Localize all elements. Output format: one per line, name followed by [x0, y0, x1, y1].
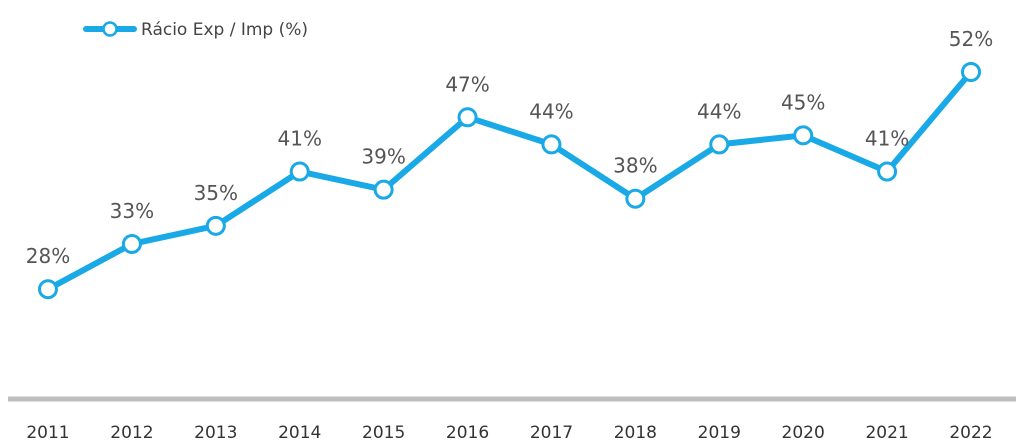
x-tick-label-2015: 2015	[362, 423, 405, 443]
x-tick-label-2012: 2012	[110, 423, 153, 443]
data-label-2012: 33%	[110, 199, 154, 223]
data-point-2017	[541, 134, 562, 155]
data-label-2014: 41%	[278, 127, 322, 151]
x-axis-ticks: 2011 2012 2013 2014 2015 2016 2017 2018 2019 2020…	[26, 423, 992, 443]
legend: Rácio Exp / Imp (%)	[83, 20, 308, 40]
x-tick-label-2016: 2016	[446, 423, 489, 443]
x-tick-label-2019: 2019	[698, 423, 741, 443]
data-label-2015: 39%	[361, 145, 405, 169]
series-line	[46, 70, 974, 292]
data-label-2019: 44%	[697, 99, 741, 123]
x-tick-label-2011: 2011	[26, 423, 69, 443]
data-point-2011	[38, 279, 58, 300]
x-tick-label-2021: 2021	[865, 423, 908, 443]
data-point-2019	[709, 134, 730, 155]
data-point-2020	[793, 125, 814, 146]
data-label-2011: 28%	[26, 244, 70, 268]
x-tick-label-2017: 2017	[530, 423, 573, 443]
data-point-2012	[121, 233, 142, 254]
x-tick-label-2013: 2013	[194, 423, 237, 443]
data-point-2016	[457, 107, 478, 128]
data-point-2013	[205, 215, 226, 236]
x-tick-label-2014: 2014	[278, 423, 321, 443]
data-label-2018: 38%	[613, 154, 657, 178]
data-point-2018	[625, 188, 646, 209]
data-label-2021: 41%	[865, 127, 909, 151]
x-tick-label-2020: 2020	[782, 423, 825, 443]
data-label-2013: 35%	[194, 181, 238, 205]
x-tick-label-2022: 2022	[949, 423, 992, 443]
data-point-2021	[877, 161, 898, 182]
legend-marker-icon	[102, 21, 118, 37]
data-label-2020: 45%	[781, 90, 825, 114]
data-label-2016: 47%	[445, 72, 489, 96]
data-points	[38, 62, 981, 300]
data-point-2022	[961, 62, 981, 82]
data-label-2017: 44%	[529, 99, 573, 123]
data-point-2015	[373, 179, 394, 200]
legend-label: Rácio Exp / Imp (%)	[141, 20, 308, 40]
data-label-2022: 52%	[949, 27, 993, 51]
data-point-2014	[289, 161, 310, 182]
x-tick-label-2018: 2018	[614, 423, 657, 443]
data-labels: 28% 33% 35% 41% 39% 47% 44% 38% 44% 45% 41% 52%	[26, 27, 993, 268]
